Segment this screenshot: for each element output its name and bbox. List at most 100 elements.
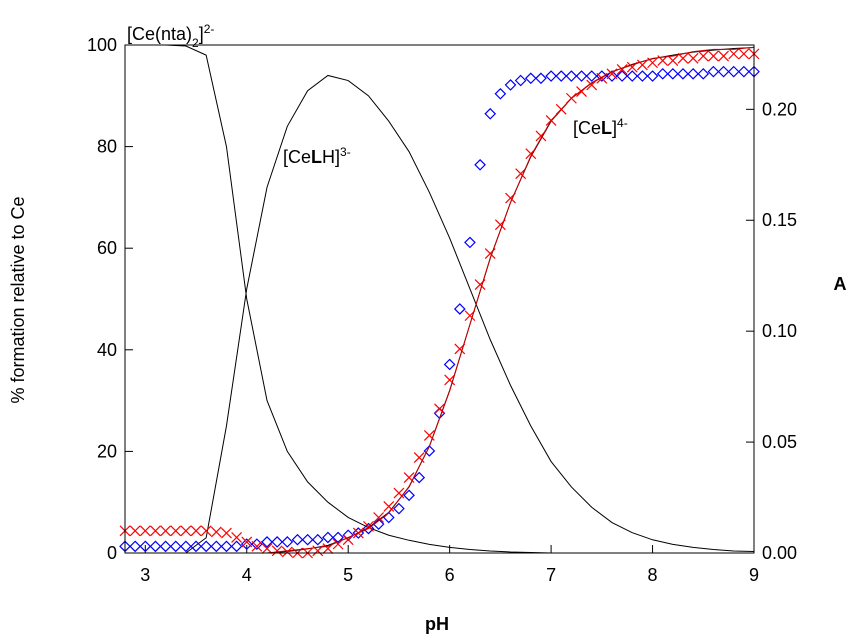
cross-marker	[210, 526, 222, 538]
diamond-marker	[159, 540, 172, 553]
y2-axis-label: A	[834, 274, 847, 294]
diamond-marker	[626, 70, 639, 82]
cross-marker	[444, 374, 456, 386]
diamond-marker	[382, 511, 395, 524]
diamond-marker	[656, 67, 669, 80]
species-label: [Ce(nta)2]2-	[127, 22, 214, 50]
y-tick-label: 40	[97, 340, 117, 360]
y2-tick-label: 0.15	[762, 210, 797, 230]
diamond-marker	[443, 358, 456, 371]
cross-marker	[636, 59, 648, 71]
series-line	[125, 47, 755, 554]
diamond-marker	[230, 540, 243, 553]
x-tick-label: 9	[749, 565, 759, 585]
cross-marker	[707, 50, 719, 62]
y2-tick-label: 0.20	[762, 99, 797, 119]
diamond-marker	[393, 502, 405, 515]
y2-tick-label: 0.00	[762, 543, 797, 563]
y-tick-label: 20	[97, 441, 117, 461]
label-part: 3-	[340, 145, 351, 159]
diamond-marker	[666, 67, 679, 80]
diamond-marker	[281, 536, 294, 548]
y-axis-label: % formation relative to Ce	[8, 196, 28, 403]
diamond-marker	[322, 531, 334, 544]
diamond-marker	[403, 489, 415, 502]
diamond-marker	[423, 445, 436, 457]
diamond-marker	[524, 72, 537, 85]
label-part: 2	[192, 36, 199, 50]
label-part: 4-	[617, 116, 628, 130]
x-tick-label: 8	[648, 565, 658, 585]
x-tick-label: 7	[546, 565, 556, 585]
diamond-marker	[707, 65, 720, 78]
label-part: L	[311, 147, 322, 167]
x-tick-label: 4	[242, 565, 252, 585]
cross-marker	[586, 79, 598, 91]
cross-marker	[231, 532, 243, 543]
label-part: H]	[322, 147, 340, 167]
diamond-marker	[535, 72, 547, 85]
series-line	[125, 44, 754, 554]
diamond-marker	[697, 67, 710, 80]
y-tick-label: 0	[107, 543, 117, 563]
cross-marker	[241, 536, 253, 548]
diamond-marker	[616, 70, 628, 82]
label-part: 2-	[204, 22, 215, 36]
diamond-marker	[677, 67, 689, 80]
diamond-marker	[240, 538, 253, 550]
cross-marker	[738, 48, 750, 60]
label-part: ]	[199, 24, 204, 44]
diamond-marker	[646, 70, 659, 82]
diamond-marker	[169, 540, 182, 553]
cross-marker	[261, 543, 273, 554]
cross-marker	[403, 472, 415, 484]
diamond-marker	[606, 70, 618, 82]
diamond-marker	[727, 65, 740, 78]
diamond-marker	[301, 533, 314, 546]
diamond-marker	[332, 531, 344, 544]
diamond-marker	[555, 70, 568, 82]
diamond-marker	[311, 533, 324, 546]
diamond-marker	[190, 540, 202, 553]
diamond-marker	[687, 67, 699, 80]
diamond-marker	[200, 540, 213, 553]
series-line	[125, 74, 755, 554]
label-part: [Ce	[283, 147, 311, 167]
cross-marker	[221, 527, 232, 539]
cross-marker	[139, 525, 151, 537]
diamond-marker	[484, 107, 497, 120]
diamond-marker	[514, 74, 527, 87]
cross-marker	[170, 525, 182, 537]
species-label: [CeL]4-	[573, 116, 628, 138]
diamond-marker	[210, 540, 223, 553]
diamond-marker	[261, 536, 273, 548]
label-part: L	[601, 118, 612, 138]
label-part: ]	[612, 118, 617, 138]
diamond-marker	[738, 65, 750, 78]
label-part: [Ce	[573, 118, 601, 138]
cross-marker	[180, 525, 192, 537]
cross-marker	[383, 500, 395, 512]
diamond-marker	[636, 70, 649, 82]
y-tick-label: 80	[97, 137, 117, 157]
diamond-marker	[585, 70, 598, 82]
y-tick-label: 60	[97, 238, 117, 258]
diamond-marker	[565, 70, 578, 82]
diamond-marker	[413, 471, 426, 484]
cross-marker	[697, 50, 709, 62]
cross-marker	[200, 525, 212, 537]
cross-marker	[393, 487, 405, 499]
diamond-marker	[180, 540, 192, 553]
cross-marker	[150, 525, 161, 537]
cross-marker	[281, 546, 293, 558]
cross-marker	[190, 525, 202, 537]
diamond-marker	[494, 87, 507, 100]
diamond-marker	[271, 536, 284, 548]
diamond-marker	[139, 540, 152, 553]
diamond-marker	[220, 540, 233, 553]
cross-marker	[160, 525, 172, 537]
diamond-marker	[575, 70, 588, 82]
plot-frame	[124, 44, 755, 554]
label-part: [Ce(nta)	[127, 24, 192, 44]
